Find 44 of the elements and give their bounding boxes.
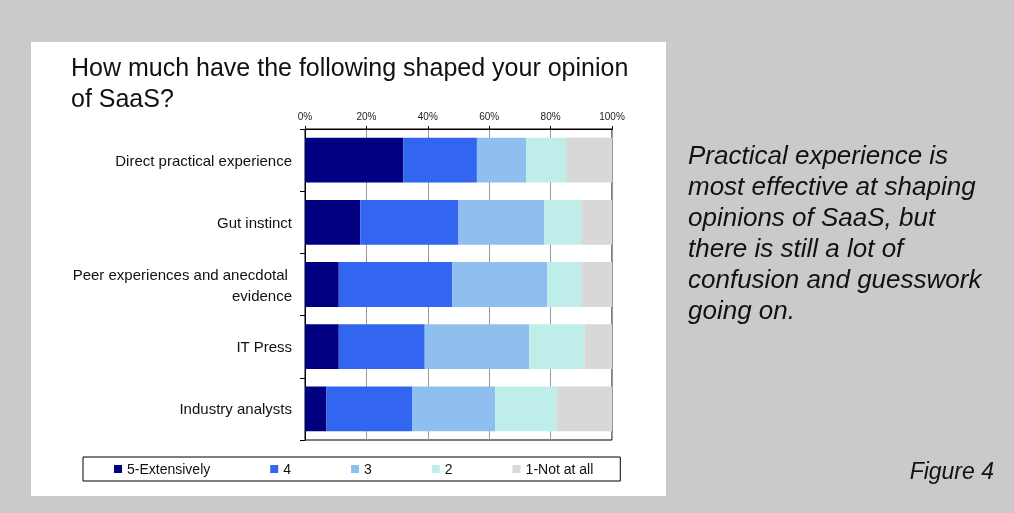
bar xyxy=(403,137,477,183)
bar xyxy=(565,137,612,183)
bar xyxy=(360,199,459,245)
text: Practical experience is most effective at shaping opinions of SaaS, but there is still a lot of confusion and guesswork going on. xyxy=(688,140,983,326)
bar xyxy=(338,262,453,307)
caption: Figure 4 xyxy=(909,457,994,485)
x-tick-label: 60% xyxy=(479,110,500,122)
x-tick-label: 100% xyxy=(599,110,625,122)
bar xyxy=(326,386,413,432)
bar xyxy=(452,262,548,307)
bar xyxy=(305,137,404,183)
bar xyxy=(584,324,612,370)
x-tick-label: 40% xyxy=(417,110,438,122)
bar xyxy=(581,262,612,307)
x-tick-label: 20% xyxy=(356,110,377,122)
bar xyxy=(476,137,527,183)
bar xyxy=(495,386,557,432)
bar xyxy=(305,386,327,432)
bar xyxy=(338,324,425,370)
y-tick-label: Industry analysts xyxy=(179,400,292,418)
bar xyxy=(305,262,339,307)
bar xyxy=(547,262,582,307)
bar xyxy=(458,199,545,245)
bar xyxy=(544,199,582,245)
legend-label: 2 xyxy=(444,461,453,477)
y-tick-label: Peer experiences and anecdotal evidence xyxy=(72,265,292,304)
bar xyxy=(556,386,612,432)
legend-label: 5-Extensively xyxy=(127,461,211,477)
chart-title: How much have the following shaped your opinion of SaaS? xyxy=(71,53,629,112)
y-tick-label: IT Press xyxy=(236,338,292,356)
bar xyxy=(581,199,612,245)
x-tick-label: 80% xyxy=(540,110,561,122)
legend-label: 4 xyxy=(283,461,292,477)
legend-label: 1-Not at all xyxy=(525,461,594,477)
bar xyxy=(424,324,530,370)
bar xyxy=(529,324,585,370)
bar xyxy=(305,199,361,245)
legend-label: 3 xyxy=(364,461,373,477)
bar xyxy=(412,386,496,432)
y-tick-label: Gut instinct xyxy=(216,213,293,231)
x-tick-label: 0% xyxy=(297,110,313,122)
bar xyxy=(305,324,339,370)
bar xyxy=(526,137,566,183)
y-tick-label: Direct practical experience xyxy=(115,151,292,169)
